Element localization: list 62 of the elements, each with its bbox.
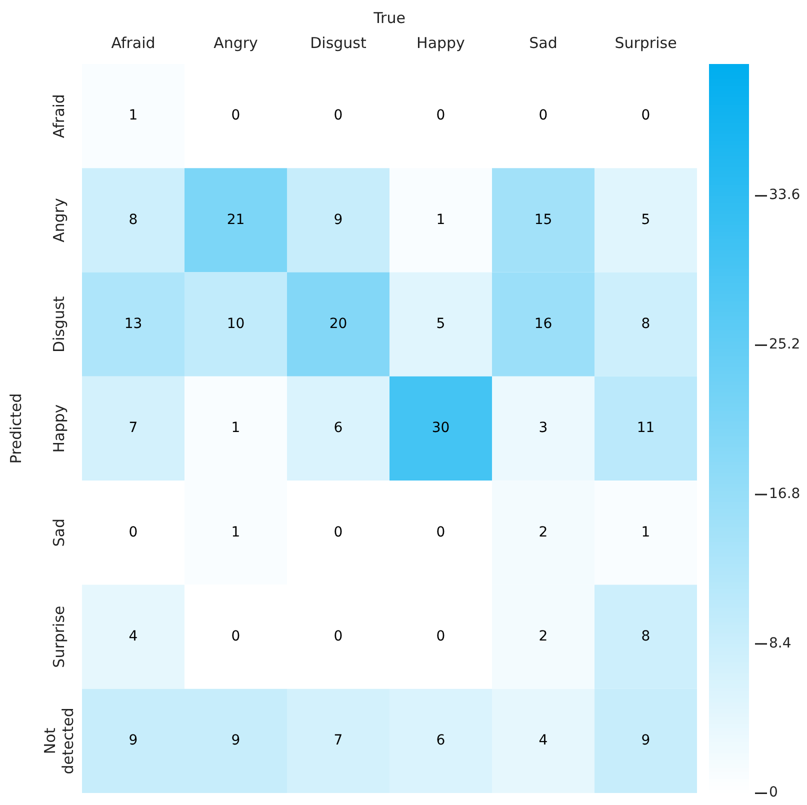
data-label: 9: [641, 732, 650, 749]
color-bar-label: 33.6: [769, 187, 800, 204]
data-label: 0: [538, 108, 548, 124]
data-label: 4: [128, 628, 138, 644]
data-label: 0: [436, 108, 446, 124]
x-tick-label: Disgust: [310, 34, 366, 52]
data-label: 0: [436, 524, 446, 540]
x-tick-label: Surprise: [614, 34, 677, 52]
data-label: 0: [334, 524, 343, 540]
data-label: 21: [226, 212, 245, 228]
color-bar-label: 0: [769, 784, 778, 801]
color-bar-label: 8.4: [769, 635, 792, 652]
data-label: 1: [128, 108, 138, 124]
data-label: 7: [334, 732, 343, 749]
y-axis-title: Predicted: [6, 393, 25, 464]
data-label: 20: [329, 316, 348, 332]
data-label: 6: [436, 732, 446, 749]
x-tick-label: Happy: [416, 34, 466, 52]
x-axis-title: True: [372, 8, 406, 27]
data-label: 8: [641, 628, 650, 644]
data-label: 11: [636, 420, 655, 436]
data-label: 0: [641, 108, 650, 124]
data-label: 0: [231, 628, 240, 644]
data-label: 6: [334, 420, 343, 436]
data-label: 5: [436, 316, 446, 332]
data-label: 15: [534, 212, 552, 228]
data-label: 0: [436, 628, 446, 644]
y-tick-label: Happy: [50, 404, 68, 453]
color-bar-label: 16.8: [769, 486, 800, 502]
data-label: 5: [641, 212, 650, 228]
data-label: 8: [128, 212, 138, 228]
data-label: 0: [334, 628, 343, 644]
data-label: 7: [128, 420, 138, 436]
data-label: 4: [538, 732, 548, 749]
x-tick-label: Angry: [214, 34, 258, 52]
data-label: 16: [534, 316, 552, 332]
data-label: 3: [538, 420, 548, 436]
data-label: 9: [128, 732, 138, 749]
y-tick-label: Angry: [50, 198, 68, 242]
y-tick-label: Afraid: [50, 94, 68, 138]
color-bar-label: 25.2: [769, 336, 800, 353]
data-label: 1: [231, 524, 240, 540]
data-label: 9: [231, 732, 240, 749]
data-label: 13: [124, 316, 142, 332]
data-label: 8: [641, 316, 650, 332]
data-label: 2: [538, 628, 548, 644]
y-tick-label: Not detected: [40, 708, 77, 774]
data-label: 0: [128, 524, 138, 540]
data-label: 9: [334, 212, 343, 228]
data-label: 1: [436, 212, 446, 228]
data-label: 2: [538, 524, 548, 540]
x-tick-label: Afraid: [111, 34, 156, 52]
data-label: 0: [231, 108, 240, 124]
x-tick-label: Sad: [529, 34, 558, 52]
data-label: 1: [231, 420, 240, 436]
data-label: 0: [334, 108, 343, 124]
y-tick-label: Disgust: [50, 296, 68, 352]
y-tick-label: Sad: [50, 518, 68, 547]
data-label: 1: [641, 524, 650, 540]
y-tick-label: Surprise: [50, 606, 68, 668]
data-label: 10: [226, 316, 245, 332]
data-label: 30: [432, 420, 450, 436]
